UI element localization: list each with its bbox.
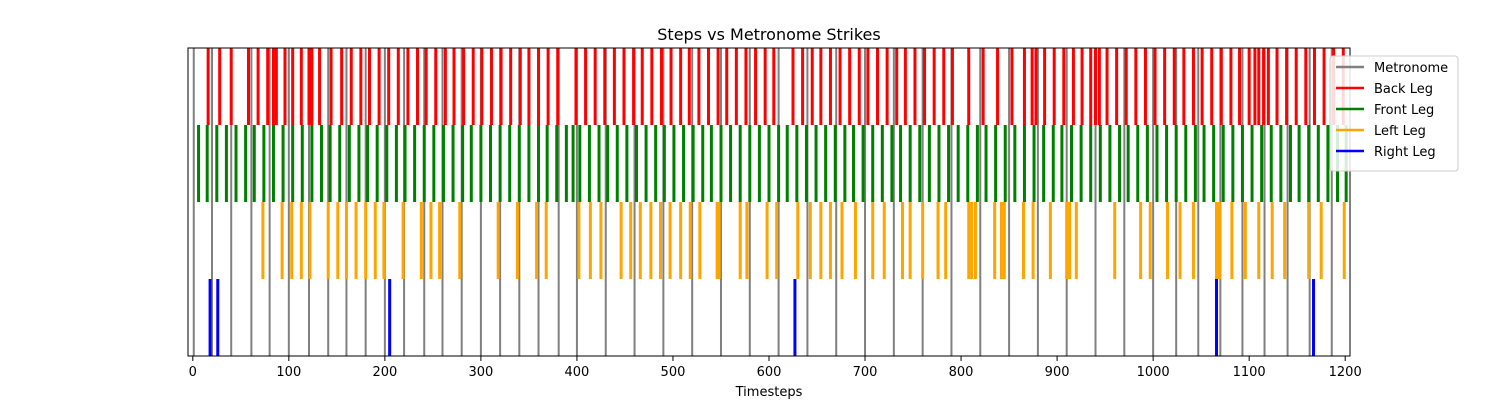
x-tick-label: 200 [372,365,397,380]
x-tick-label: 300 [468,365,493,380]
chart-title: Steps vs Metronome Strikes [657,25,880,44]
series-front-leg [197,125,1348,202]
legend: Metronome Back Leg Front Leg Left Leg Right … [1329,55,1459,172]
x-tick-label: 400 [565,365,590,380]
x-tick-label: 600 [757,365,782,380]
legend-box [1329,55,1459,172]
event-marks [192,48,1348,356]
series-right-leg [208,279,1316,356]
x-tick-label: 1100 [1233,365,1266,380]
legend-label-metronome: Metronome [1374,61,1448,76]
x-tick-label: 1200 [1329,365,1362,380]
x-tick-label: 100 [276,365,301,380]
x-axis: 0 100 200 300 400 500 600 700 800 900 1000 1100 1200 [189,356,1362,380]
legend-label-left-leg: Left Leg [1374,124,1426,139]
x-axis-label: Timesteps [735,385,803,400]
legend-label-right-leg: Right Leg [1374,145,1436,160]
x-tick-label: 500 [661,365,686,380]
legend-label-back-leg: Back Leg [1374,82,1433,97]
legend-label-front-leg: Front Leg [1374,103,1434,118]
x-tick-label: 700 [853,365,878,380]
series-back-leg [206,48,1345,125]
x-tick-label: 800 [949,365,974,380]
x-tick-label: 900 [1045,365,1070,380]
series-left-leg [261,202,1346,279]
x-tick-label: 0 [189,365,197,380]
x-tick-label: 1000 [1137,365,1170,380]
